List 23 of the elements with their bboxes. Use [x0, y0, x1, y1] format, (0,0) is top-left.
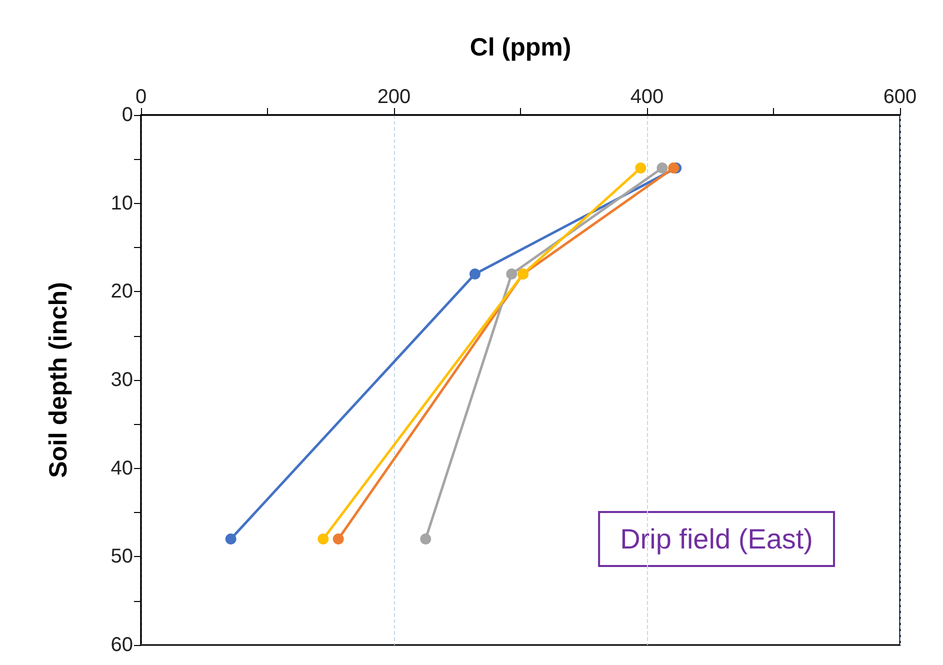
y-tick-label: 10	[110, 192, 133, 214]
x-tick-label: 200	[377, 86, 411, 108]
y-axis-title: Soil depth (inch)	[44, 282, 72, 478]
x-tick-label: 0	[135, 86, 147, 108]
point	[635, 162, 646, 174]
point	[506, 268, 518, 280]
point	[332, 534, 344, 544]
point	[469, 268, 480, 280]
annotation: Drip field (East)	[620, 524, 813, 554]
y-tick-label: 50	[110, 546, 133, 568]
y-tick-label: 30	[110, 369, 133, 391]
y-tick-label: 60	[110, 634, 133, 656]
y-tick-label: 20	[110, 280, 133, 303]
y-tick-label: 40	[110, 457, 133, 480]
point	[420, 534, 432, 544]
x-tick-label: 400	[630, 86, 664, 108]
point	[225, 534, 236, 544]
x-tick-label: 600	[883, 86, 917, 108]
point	[318, 534, 329, 544]
point	[668, 162, 680, 174]
y-tick-label: 0	[122, 104, 133, 126]
x-axis-title: Cl (ppm)	[470, 34, 572, 62]
point	[656, 162, 668, 174]
